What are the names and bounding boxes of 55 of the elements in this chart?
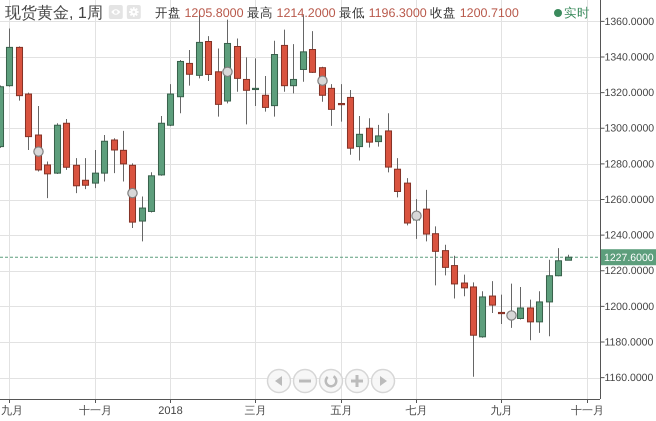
candlestick [92, 149, 100, 189]
candlestick [120, 130, 128, 182]
x-tick-label: 三月 [244, 404, 266, 417]
candlestick [394, 158, 402, 198]
y-tick-label: 1180.0000 [604, 336, 654, 348]
ref-line-label: 1227.6000 [604, 252, 654, 264]
x-tick-label: 九月 [1, 404, 23, 417]
y-tick-label: 1240.0000 [604, 229, 654, 242]
candlestick [242, 56, 250, 125]
y-tick-label: 1200.0000 [604, 300, 654, 313]
candlestick [526, 299, 534, 341]
x-tick-label: 2018 [158, 404, 183, 417]
y-tick-label: 1160.0000 [604, 372, 654, 384]
candlestick [366, 118, 374, 148]
y-tick-label: 1260.0000 [604, 194, 654, 206]
candlestick [460, 274, 468, 297]
annotation: 实时 [564, 6, 590, 20]
x-tick-label: 九月 [490, 404, 512, 417]
x-tick-label: 十一月 [571, 404, 604, 417]
candlestick [308, 30, 316, 74]
candlestick [72, 158, 80, 194]
y-tick-label: 1360.0000 [604, 16, 654, 28]
x-tick-label: 五月 [330, 404, 352, 417]
y-tick-label: 1280.0000 [604, 158, 654, 170]
candlestick [488, 280, 496, 314]
y-tick-label: 1300.0000 [604, 122, 654, 135]
y-tick-label: 1340.0000 [604, 51, 654, 64]
point [33, 146, 44, 157]
candlestick [356, 115, 364, 161]
candlestick [536, 290, 544, 334]
candlestick [138, 196, 146, 242]
candlestick [186, 50, 194, 86]
candlestick [110, 138, 118, 174]
chart-title: 现货黄金, 1周 [5, 4, 103, 22]
candlestick [498, 294, 506, 325]
text: 开盘 1205.8000 最高 1214.2000 最低 1196.3000 收盘 1200.7100 [155, 5, 519, 20]
candlestick [442, 244, 450, 276]
point [222, 66, 233, 78]
y-tick-label: 1320.0000 [604, 86, 654, 99]
point [317, 75, 328, 86]
candlestick [374, 124, 382, 148]
x-tick-label: 七月 [406, 404, 428, 417]
x-tick-label: 十一月 [79, 404, 112, 417]
y-tick-label: 1220.0000 [604, 265, 654, 278]
candlestick [290, 44, 298, 94]
candlestick [338, 84, 346, 122]
candlestick [252, 58, 260, 106]
point [127, 188, 138, 198]
candlestick [432, 226, 440, 286]
candlestick [44, 161, 52, 199]
candlestick [450, 255, 458, 300]
candlestick [82, 158, 90, 190]
candlestick [516, 286, 524, 320]
candlestick [328, 84, 336, 126]
candlestick [262, 76, 270, 112]
